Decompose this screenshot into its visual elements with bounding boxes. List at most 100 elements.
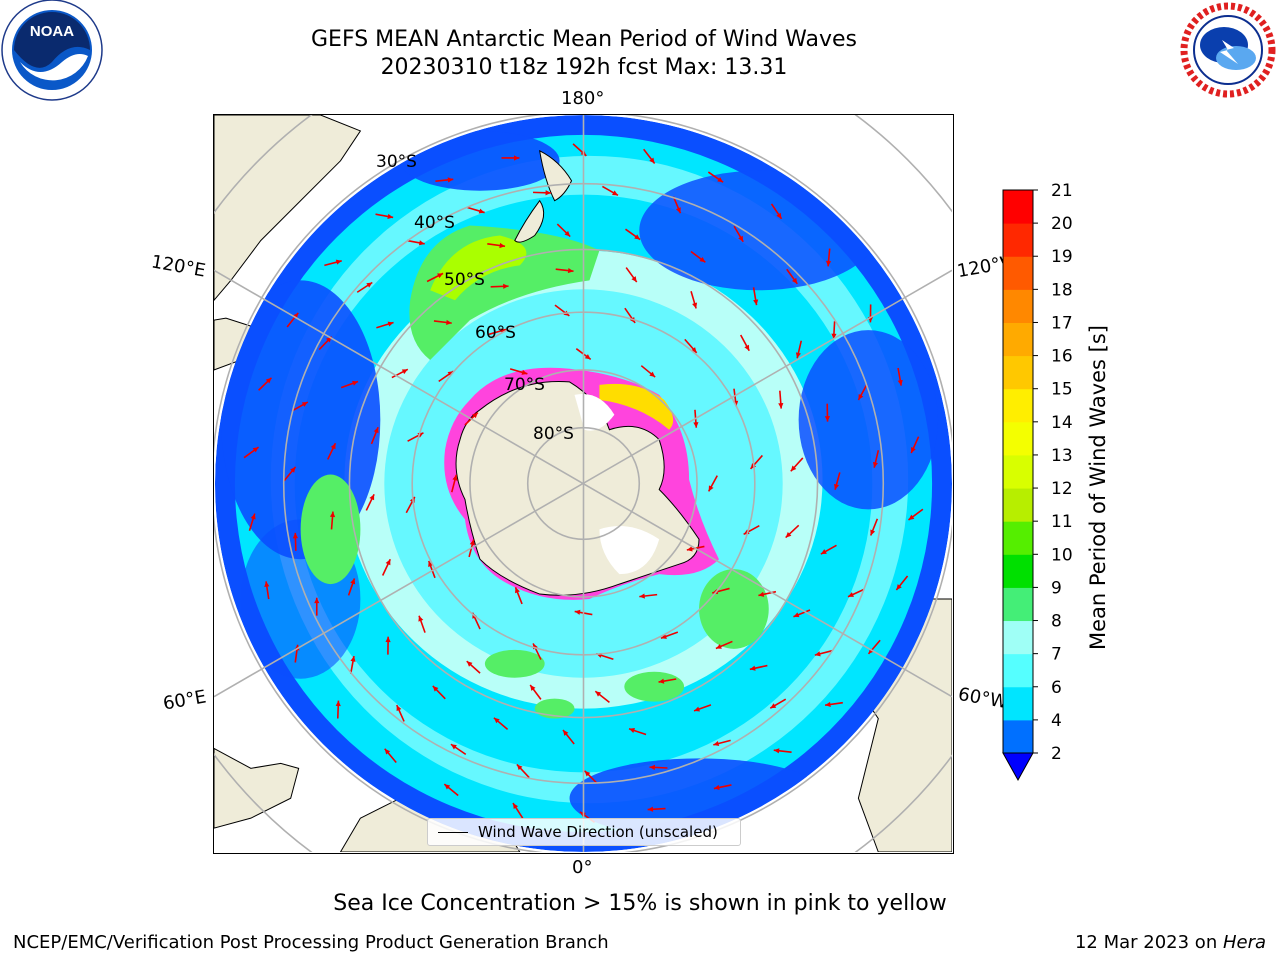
wave-direction-arrow-head [897, 379, 903, 386]
wave-direction-arrow-head [514, 155, 520, 161]
wave-direction-arrow-head [708, 485, 714, 492]
wave-direction-arrow-head [437, 273, 444, 279]
wave-direction-arrow-head [692, 302, 698, 309]
colorbar-segment [1003, 587, 1033, 622]
lat-label-80s: 80°S [533, 424, 574, 444]
colorbar-segment [1003, 421, 1033, 456]
colorbar-segment [1003, 686, 1033, 721]
colorbar-tick-label: 9 [1051, 578, 1062, 598]
wave-direction-arrow-head [530, 685, 536, 691]
wave-direction-arrow-head [252, 447, 259, 453]
wave-direction-arrow-head [350, 578, 356, 585]
wave-direction-arrow-head [825, 260, 832, 267]
wave-direction-arrow-head [264, 581, 270, 588]
colorbar-segment [1003, 554, 1033, 588]
colorbar-tick-label: 4 [1051, 711, 1062, 731]
wave-direction-arrow-head [584, 770, 591, 777]
colorbar-label: Mean Period of Wind Waves [s] [1086, 325, 1110, 650]
colorbar-segment [1003, 355, 1033, 390]
colorbar-segment [1003, 488, 1033, 522]
wave-direction-arrow-head [908, 514, 915, 520]
wave-direction-arrow-head [493, 717, 500, 724]
wave-direction-arrow-head [384, 748, 391, 755]
colorbar-tick-label: 10 [1051, 545, 1073, 565]
graticule [214, 115, 952, 852]
wave-direction-arrow-head [693, 422, 699, 428]
colorbar-tick-label: 16 [1051, 347, 1073, 367]
legend-line-swatch [438, 832, 468, 833]
colorbar-tick-label: 15 [1051, 380, 1073, 400]
wave-direction-arrow-head [385, 559, 391, 566]
wave-direction-arrow-head [352, 380, 359, 386]
wave-direction-arrow-head [634, 234, 641, 240]
legend-label: Wind Wave Direction (unscaled) [478, 823, 718, 841]
chart-title: GEFS MEAN Antarctic Mean Period of Wind … [311, 27, 857, 52]
lat-label-50s: 50°S [444, 270, 485, 290]
wave-direction-arrow-head [250, 513, 256, 520]
chart-subtitle: 20230310 t18z 192h fcst Max: 13.31 [380, 55, 788, 80]
wave-direction-arrow-head [567, 268, 574, 274]
lat-label-30s: 30°S [376, 152, 417, 172]
wave-direction-arrow-head [713, 741, 720, 747]
footer-date: 12 Mar 2023 on Hera [1075, 932, 1266, 953]
wave-direction-arrow-head [870, 529, 876, 536]
wave-direction-arrow-head [824, 416, 831, 422]
footer-credit: NCEP/EMC/Verification Post Processing Pr… [13, 932, 609, 953]
sea-ice-caption: Sea Ice Concentration > 15% is shown in … [333, 891, 947, 916]
wave-direction-arrow-head [512, 803, 519, 810]
wave-direction-arrow-head [373, 427, 379, 434]
wave-direction-arrow-head [396, 705, 402, 712]
wave-direction-arrow-head [694, 706, 700, 712]
lon-label-top: 180° [561, 88, 605, 109]
wave-direction-arrow-head [444, 784, 451, 790]
wave-direction-arrow-head [387, 213, 394, 220]
wave-direction-arrow-head [647, 806, 654, 812]
wave-direction-arrow-head [428, 561, 434, 567]
wave-direction-arrow-head [290, 466, 296, 473]
wave-direction-arrow-head [432, 685, 439, 692]
wave-direction-arrow-head [521, 369, 528, 375]
wave-direction-arrow-head [848, 592, 854, 597]
wave-direction-arrow-head [911, 447, 916, 454]
wave-direction-arrow-head [499, 242, 506, 249]
wave-direction-arrow-head [825, 701, 831, 707]
colorbar-segment [1003, 719, 1033, 754]
wave-direction-arrow-head [595, 691, 602, 697]
colorbar-segment [1003, 223, 1033, 257]
lat-label-70s: 70°S [504, 375, 545, 395]
colorbar-tick-label: 2 [1051, 744, 1062, 764]
colorbar-tick-label: 18 [1051, 280, 1073, 300]
wave-direction-arrow-head [329, 511, 336, 518]
wave-direction-arrow-head [446, 319, 452, 326]
wave-direction-arrow-head [330, 443, 336, 450]
wave-direction-arrow-head [466, 661, 473, 667]
noaa-logo-text: NOAA [30, 23, 74, 40]
colorbar-tick-label: 7 [1051, 645, 1062, 665]
map-legend: Wind Wave Direction (unscaled) [427, 818, 741, 846]
wave-direction-arrow-head [292, 532, 299, 539]
wave-direction-arrow-head [753, 299, 759, 306]
wave-direction-arrow-head [896, 584, 902, 590]
wave-direction-arrow-head [366, 282, 373, 288]
wave-direction-arrow-head [744, 344, 750, 351]
colorbar-tick-label: 13 [1051, 446, 1073, 466]
lat-label-40s: 40°S [414, 213, 455, 233]
wave-direction-arrow-head [335, 700, 341, 707]
wave-direction-arrow-head [758, 591, 765, 597]
colorbar-segment [1003, 289, 1033, 323]
wave-direction-arrow-head [452, 474, 458, 481]
colorbar-tick-label: 8 [1051, 612, 1062, 632]
colorbar-segment [1003, 653, 1033, 688]
colorbar-tick-label: 19 [1051, 247, 1073, 267]
wave-direction-arrow-head [776, 212, 782, 219]
colorbar-tick-label: 11 [1051, 512, 1073, 532]
wave-direction-arrow-head [793, 612, 800, 618]
colorbar-segment [1003, 620, 1033, 655]
noaa-logo: NOAA [1, 0, 103, 101]
wave-direction-arrow-head [792, 277, 798, 284]
wave-direction-arrow-head [574, 609, 581, 615]
wave-direction-arrow-head [649, 371, 656, 378]
wave-direction-arrow-head [649, 764, 656, 770]
wave-direction-arrow-head [831, 333, 837, 340]
wave-direction-arrow-head [778, 403, 784, 409]
